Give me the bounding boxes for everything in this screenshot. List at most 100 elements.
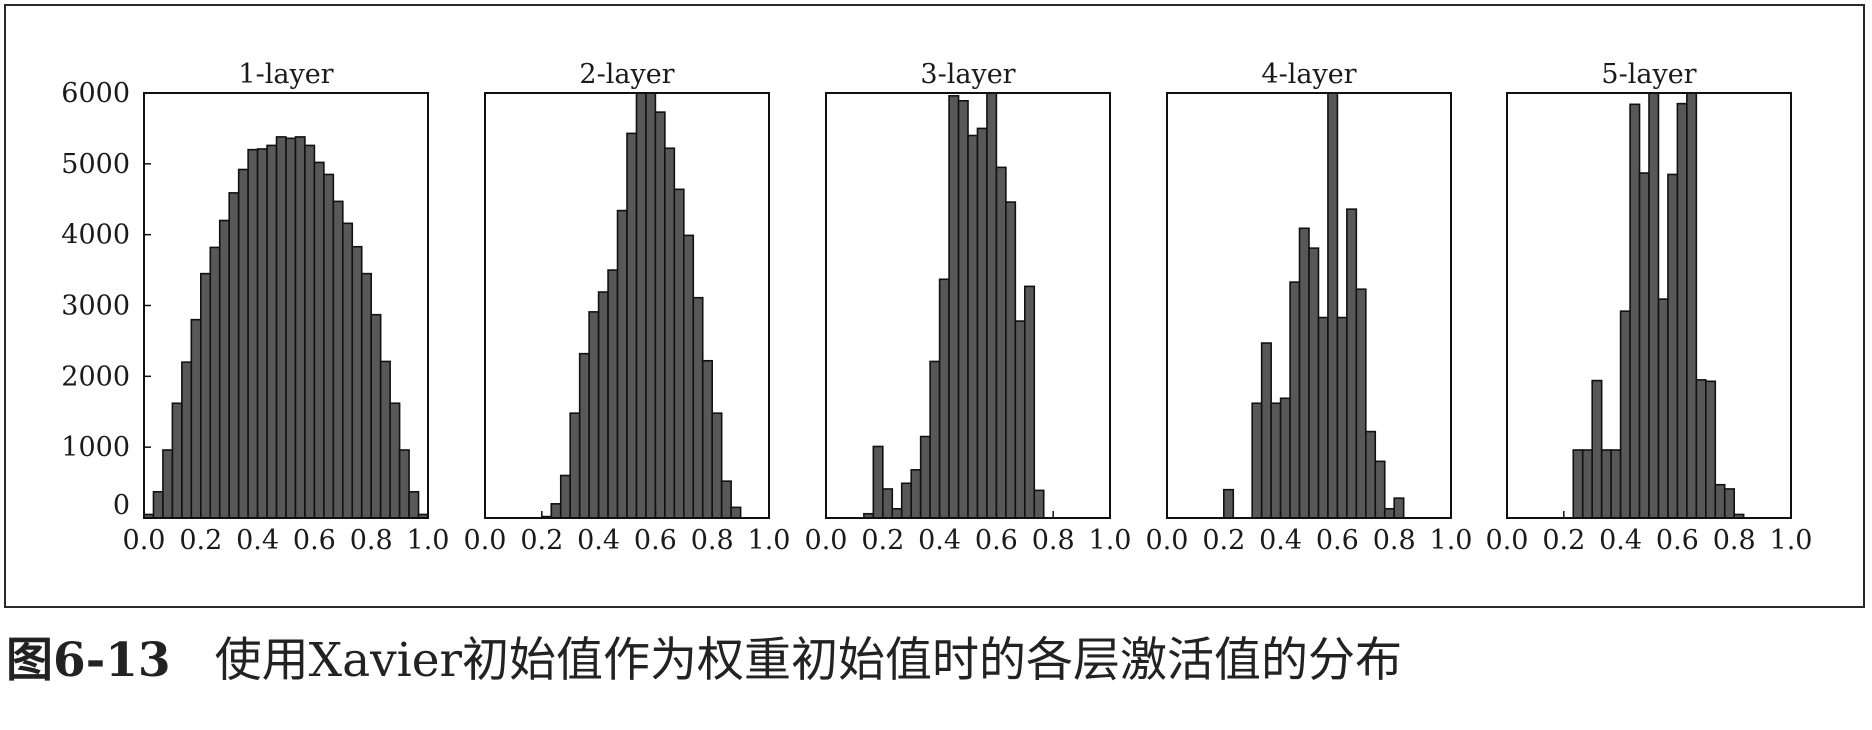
histogram-bar: [332, 200, 344, 519]
subplot-title: 4-layer: [1261, 59, 1356, 90]
histogram-bar: [654, 111, 666, 519]
histogram-bar: [645, 92, 657, 519]
histogram-bar: [200, 272, 212, 519]
histogram-bar: [1298, 227, 1310, 519]
plot-frame: [1506, 92, 1792, 519]
histogram-bar: [209, 246, 221, 519]
histogram-bar: [1308, 247, 1320, 519]
y-tick-label: 1000: [61, 432, 130, 463]
x-tick-label: 0.2: [179, 525, 222, 556]
subplot-1: 1-layer 0.0 0.2 0.4 0.6 0.8 1.0 0 1000 2000 3000 40…: [61, 59, 449, 556]
x-tick-label: 0.4: [236, 525, 279, 556]
x-tick-label: 0.6: [1656, 525, 1699, 556]
x-tick-label: 0.8: [1713, 525, 1756, 556]
x-tick-label: 0.6: [1316, 525, 1359, 556]
histogram-bar: [370, 313, 382, 519]
subplot-3: 3-layer 0.0 0.2 0.4 0.6 0.8 1.0: [805, 59, 1132, 556]
histogram-bar: [995, 166, 1007, 519]
histogram-bar: [360, 272, 373, 519]
histogram-bar: [389, 402, 401, 519]
histogram-bar: [919, 435, 931, 519]
histogram-bar: [323, 173, 335, 519]
histogram-bar: [1033, 489, 1045, 519]
histogram-bar: [313, 161, 325, 519]
histogram-bar: [673, 188, 685, 519]
histogram-bar: [569, 412, 581, 519]
histogram-bar: [1648, 92, 1660, 519]
histogram-bar: [285, 137, 297, 519]
histogram-bar: [1024, 285, 1036, 519]
x-tick-label: 0.4: [1599, 525, 1642, 556]
histogram-bar: [1374, 460, 1386, 519]
histogram-bar: [597, 291, 609, 519]
histogram-bar: [1572, 449, 1584, 519]
histogram-bar: [1393, 497, 1405, 519]
histogram-bar: [1600, 449, 1612, 519]
histogram-bar: [1260, 342, 1272, 519]
x-tick-label: 0.4: [1259, 525, 1302, 556]
histogram-bar: [692, 296, 704, 519]
histogram-bar: [1336, 316, 1348, 519]
histogram-figure: 1-layer 0.0 0.2 0.4 0.6 0.8 1.0 0 1000 2000 3000 40…: [61, 59, 1813, 556]
histogram-bar: [910, 469, 922, 519]
histogram-bar: [938, 278, 950, 519]
histogram-bar: [1581, 449, 1593, 519]
histogram-bar: [275, 136, 287, 519]
histogram-bar: [266, 144, 278, 519]
histogram-bar: [181, 361, 193, 519]
histogram-bar: [190, 318, 202, 519]
histogram-bar: [1317, 316, 1329, 519]
histogram-bar: [1005, 201, 1017, 519]
histogram-bar: [635, 92, 647, 519]
x-tick-label: 0.0: [1486, 525, 1529, 556]
histogram-bar: [1014, 320, 1026, 519]
x-tick-label: 0.0: [123, 525, 166, 556]
histogram-bar: [1327, 92, 1339, 519]
subplot-title: 2-layer: [579, 59, 674, 90]
plot-frame: [1166, 92, 1452, 519]
y-tick-label: 4000: [61, 220, 130, 251]
y-tick-label: 3000: [61, 291, 130, 322]
figure-caption: 图6-13 使用Xavier初始值作为权重初始值时的各层激活值的分布: [6, 637, 1402, 684]
histogram-bar: [1251, 402, 1263, 519]
plot-frame: [484, 92, 770, 519]
subplot-4: 4-layer 0.0 0.2 0.4 0.6 0.8 1.0: [1146, 59, 1473, 556]
histogram-bar: [1289, 281, 1301, 519]
x-tick-label: 0.2: [1202, 525, 1245, 556]
x-tick-label: 0.8: [1373, 525, 1416, 556]
y-tick-label: 6000: [61, 78, 130, 109]
histogram-bar: [379, 360, 391, 519]
plot-frame: [825, 92, 1111, 519]
x-tick-label: 0.0: [1146, 525, 1189, 556]
histogram-bar: [682, 234, 695, 519]
histogram-bar: [237, 168, 249, 519]
x-tick-label: 1.0: [1770, 525, 1813, 556]
subplot-title: 5-layer: [1601, 59, 1696, 90]
histogram-bar: [891, 507, 903, 519]
histogram-bar: [626, 132, 638, 519]
histogram-bar: [1705, 380, 1717, 519]
histogram-bar: [881, 488, 894, 519]
x-tick-label: 0.6: [634, 525, 677, 556]
x-tick-label: 0.6: [975, 525, 1018, 556]
histogram-bar: [218, 219, 230, 519]
histogram-bar: [1383, 507, 1395, 519]
histogram-bar: [1223, 488, 1235, 519]
histogram-bar: [294, 136, 306, 519]
histogram-bar: [900, 482, 912, 519]
histogram-bar: [341, 222, 354, 519]
histogram-bar: [351, 245, 363, 519]
histogram-bar: [1686, 92, 1698, 519]
subplot-5: 5-layer 0.0 0.2 0.4 0.6 0.8 1.0: [1486, 59, 1813, 556]
x-tick-label: 0.2: [520, 525, 563, 556]
histogram-bar: [701, 359, 713, 519]
histogram-bar: [720, 480, 732, 519]
x-tick-label: 0.0: [464, 525, 507, 556]
histogram-bar: [1346, 208, 1358, 519]
histogram-bar: [1657, 298, 1669, 519]
y-tick-label: 0: [113, 490, 130, 521]
histogram-bar: [1723, 488, 1735, 519]
histogram-bar: [976, 127, 988, 519]
histogram-bar: [1619, 310, 1631, 519]
x-tick-label: 0.4: [918, 525, 961, 556]
